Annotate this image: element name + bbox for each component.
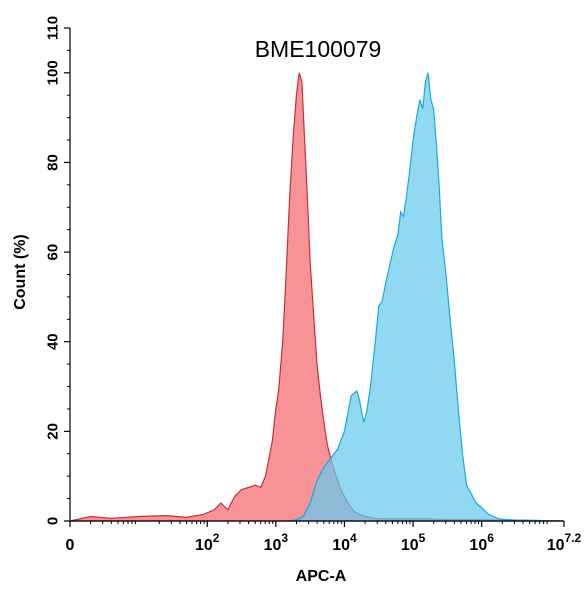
series-layer [69,72,565,522]
series-1-area [69,72,565,522]
y-axis-label: Count (%) [12,234,29,310]
x-axis-label: APC-A [296,568,347,585]
series-2-area [289,72,565,522]
y-tick-label-40: 40 [44,333,61,350]
y-tick-label-100: 100 [44,60,61,85]
x-tick-label-5: 105 [401,531,426,554]
y-tick-label-0: 0 [44,517,61,525]
y-tick-label-20: 20 [44,423,61,440]
y-tick-label-110: 110 [44,16,61,40]
x-tick-label-6: 106 [469,531,494,554]
y-tick-label-80: 80 [44,154,61,171]
chart-title: BME100079 [255,36,382,62]
x-tick-label-0: 0 [66,537,75,554]
x-tick-label-3: 103 [264,531,289,554]
ticks-layer: 0 20 40 60 80 100 110 0 102 103 104 105 106 107.2 [44,16,581,554]
y-tick-label-60: 60 [44,244,61,261]
x-tick-label-4: 104 [332,531,357,554]
x-tick-label-7.2: 107.2 [547,531,582,554]
x-tick-label-2: 102 [195,531,220,554]
